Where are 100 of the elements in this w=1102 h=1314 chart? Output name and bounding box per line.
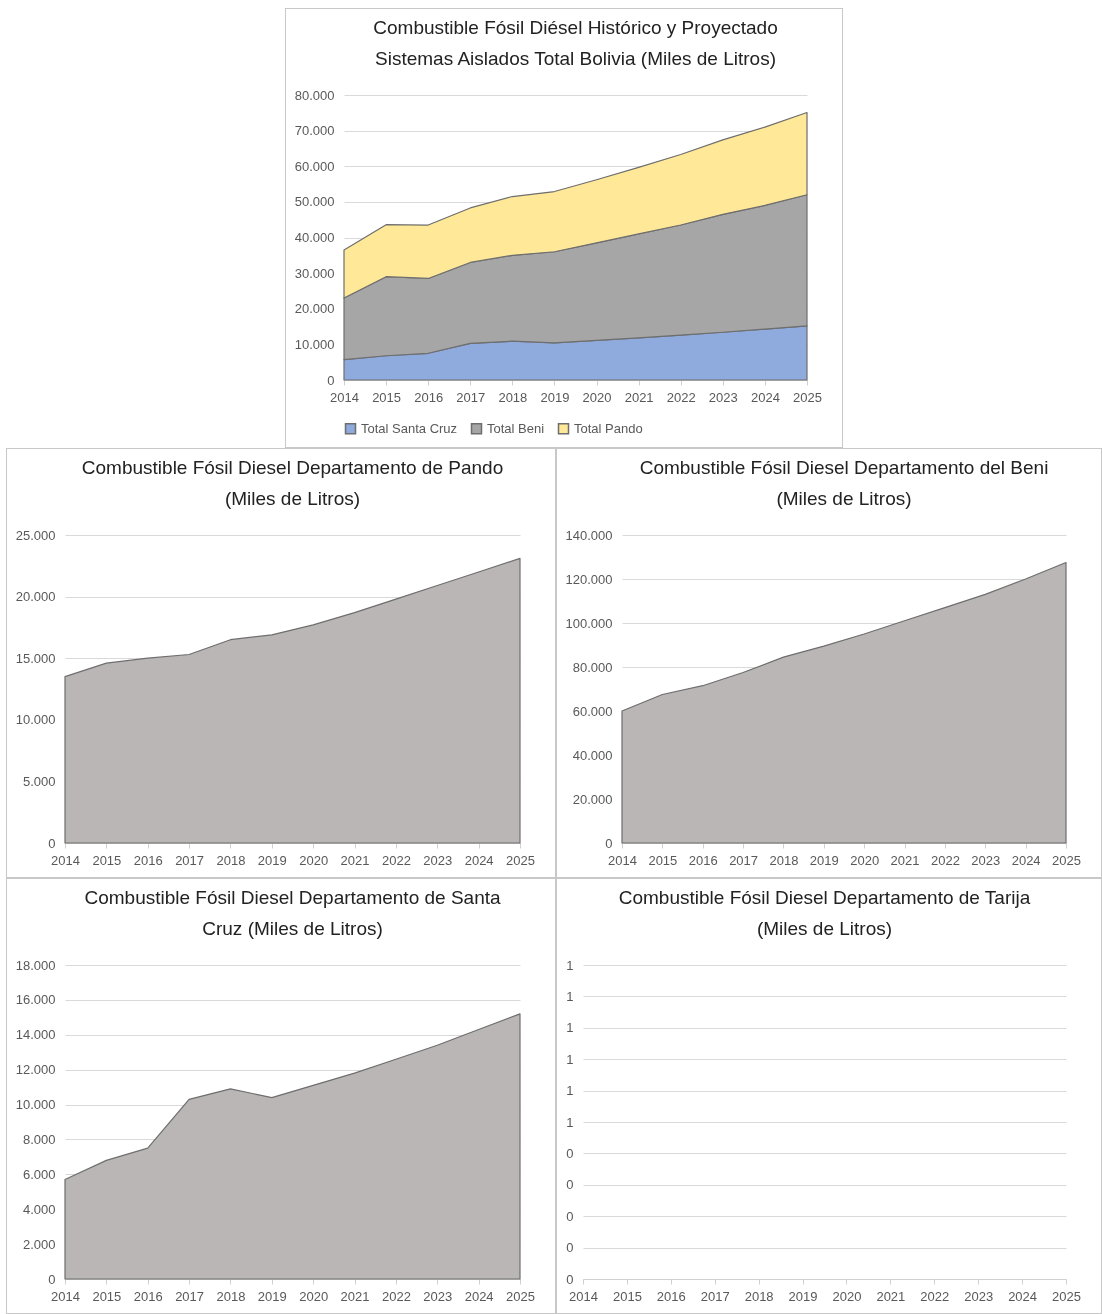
y-tick-label: 6.000 (22, 1166, 56, 1182)
x-tick-label: 2014 (330, 389, 359, 405)
x-tick-label: 2024 (464, 1288, 494, 1304)
x-tick-label: 2018 (769, 852, 799, 868)
y-tick-label: 50.000 (294, 194, 335, 210)
y-tick-label: 40.000 (572, 747, 613, 763)
chart-title: Combustible Fósil Diésel Histórico y Proyectado Sistemas Aislados Total Bolivia (Miles de Litros) (373, 17, 778, 69)
x-tick-label: 2017 (175, 1288, 205, 1304)
x-tick-label: 2014 (569, 1288, 598, 1304)
x-tick-label: 2016 (414, 389, 444, 405)
y-tick-label: 20.000 (15, 589, 56, 605)
x-tick-label: 2024 (1011, 852, 1041, 868)
x-tick-label: 2025 (1052, 852, 1081, 868)
y-tick-label: 0 (566, 1240, 574, 1256)
x-tick-label: 2015 (372, 389, 402, 405)
x-tick-label: 2019 (788, 1288, 818, 1304)
x-tick-label: 2023 (423, 1288, 453, 1304)
y-tick-label: 2.000 (22, 1236, 56, 1252)
y-tick-label: 8.000 (22, 1131, 56, 1147)
x-tick-label: 2025 (506, 1288, 535, 1304)
y-tick-label: 0 (48, 1271, 56, 1287)
y-tick-label: 140.000 (565, 527, 613, 543)
y-tick-label: 20.000 (572, 791, 613, 807)
y-tick-label: 60.000 (294, 158, 335, 174)
x-tick-label: 2017 (700, 1288, 730, 1304)
x-tick-label: 2017 (456, 389, 486, 405)
x-tick-label: 2016 (133, 852, 163, 868)
x-tick-label: 2018 (498, 389, 528, 405)
y-tick-label: 0 (566, 1177, 574, 1193)
x-tick-label: 2020 (832, 1288, 862, 1304)
x-tick-label: 2021 (340, 1288, 370, 1304)
y-tick-label: 80.000 (572, 659, 613, 675)
legend-label: Total Pando (574, 420, 643, 436)
x-tick-label: 2017 (729, 852, 759, 868)
y-tick-label: 0 (566, 1145, 574, 1161)
y-tick-label: 10.000 (294, 336, 335, 352)
x-tick-label: 2019 (540, 389, 570, 405)
y-tick-label: 1 (566, 957, 574, 973)
y-tick-label: 0 (566, 1271, 574, 1287)
x-tick-label: 2023 (423, 852, 453, 868)
x-tick-label: 2018 (216, 1288, 246, 1304)
y-tick-label: 0 (566, 1208, 574, 1224)
x-tick-label: 2023 (964, 1288, 994, 1304)
y-tick-label: 12.000 (15, 1062, 56, 1078)
x-tick-label: 2018 (216, 852, 246, 868)
y-tick-label: 14.000 (15, 1027, 56, 1043)
y-tick-label: 1 (566, 1114, 574, 1130)
x-tick-label: 2020 (582, 389, 612, 405)
y-tick-label: 10.000 (15, 1097, 56, 1113)
x-tick-label: 2016 (688, 852, 718, 868)
x-tick-label: 2022 (381, 852, 411, 868)
y-tick-label: 60.000 (572, 703, 613, 719)
x-tick-label: 2014 (51, 1288, 80, 1304)
y-tick-label: 0 (605, 835, 613, 851)
y-tick-label: 70.000 (294, 123, 335, 139)
x-tick-label: 2016 (133, 1288, 163, 1304)
x-tick-label: 2021 (340, 852, 370, 868)
chart-title: Combustible Fósil Diesel Departamento de Santa Cruz (Miles de Litros) (84, 887, 501, 939)
x-tick-label: 2018 (744, 1288, 774, 1304)
x-tick-label: 2015 (92, 1288, 122, 1304)
x-tick-label: 2021 (876, 1288, 906, 1304)
x-tick-label: 2025 (793, 389, 822, 405)
x-tick-label: 2021 (624, 389, 654, 405)
y-tick-label: 20.000 (294, 301, 335, 317)
x-tick-label: 2020 (850, 852, 880, 868)
x-tick-label: 2019 (809, 852, 839, 868)
x-tick-label: 2021 (890, 852, 920, 868)
y-tick-label: 16.000 (15, 992, 56, 1008)
y-tick-label: 18.000 (15, 957, 56, 973)
chart-title: Combustible Fósil Diesel Departamento de Tarija (Miles de Litros) (618, 887, 1031, 939)
x-tick-label: 2020 (299, 1288, 329, 1304)
x-tick-label: 2015 (92, 852, 122, 868)
x-tick-label: 2022 (930, 852, 960, 868)
y-tick-label: 4.000 (22, 1201, 56, 1217)
x-tick-label: 2025 (1052, 1288, 1081, 1304)
x-tick-label: 2022 (666, 389, 696, 405)
x-tick-label: 2015 (648, 852, 678, 868)
x-tick-label: 2024 (1008, 1288, 1038, 1304)
y-tick-label: 1 (566, 1020, 574, 1036)
legend-label: Total Santa Cruz (361, 420, 458, 436)
x-tick-label: 2017 (175, 852, 205, 868)
chart-title: Combustible Fósil Diesel Departamento de Pando (Miles de Litros) (81, 457, 504, 509)
y-tick-label: 80.000 (294, 87, 335, 103)
x-tick-label: 2022 (381, 1288, 411, 1304)
x-tick-label: 2022 (920, 1288, 950, 1304)
x-tick-label: 2020 (299, 852, 329, 868)
y-tick-label: 1 (566, 1083, 574, 1099)
x-tick-label: 2023 (708, 389, 738, 405)
x-tick-label: 2024 (750, 389, 780, 405)
x-tick-label: 2023 (971, 852, 1001, 868)
y-tick-label: 15.000 (15, 650, 56, 666)
y-tick-label: 0 (327, 372, 335, 388)
x-tick-label: 2019 (257, 852, 287, 868)
chart-title: Combustible Fósil Diesel Departamento del Beni (Miles de Litros) (639, 457, 1049, 509)
x-tick-label: 2016 (656, 1288, 686, 1304)
y-tick-label: 1 (566, 988, 574, 1004)
y-tick-label: 5.000 (22, 773, 56, 789)
y-tick-label: 0 (48, 835, 56, 851)
x-tick-label: 2014 (51, 852, 80, 868)
y-tick-label: 25.000 (15, 527, 56, 543)
